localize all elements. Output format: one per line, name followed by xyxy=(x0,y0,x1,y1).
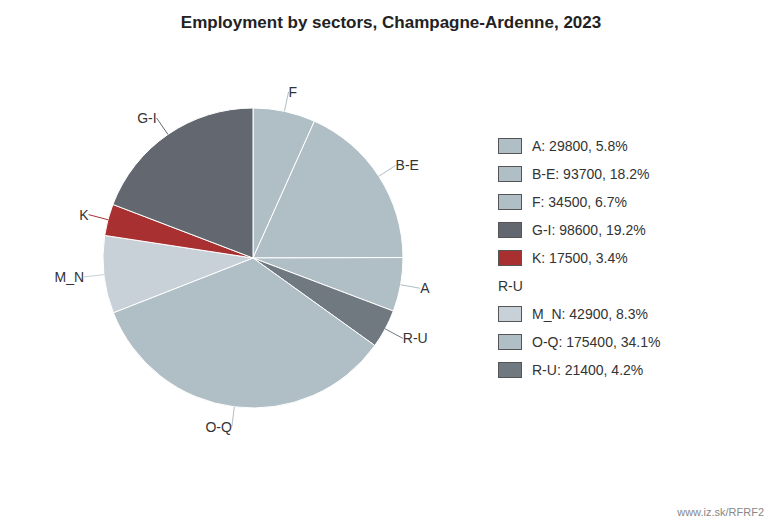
html-text:Employment by sectors, Champag: Employment by sectors, Champagne-Ardenne… xyxy=(180,13,602,32)
svg-text:A: A xyxy=(420,280,430,296)
html-text:www.iz.sk/RFRF2: www.iz.sk/RFRF2 xyxy=(677,506,764,518)
html-text:R-U: R-U xyxy=(498,278,523,294)
html-text:O-Q: 175400, 34.1%: O-Q: 175400, 34.1% xyxy=(532,334,661,350)
svg-text:F: F xyxy=(289,84,298,100)
svg-text:B-E: B-E xyxy=(396,157,419,173)
svg-text:K: K xyxy=(79,207,89,223)
html-text:K: 17500, 3.4%: K: 17500, 3.4% xyxy=(532,250,628,266)
svg-text:O-Q: O-Q xyxy=(205,419,232,435)
svg-text:M_N: M_N xyxy=(54,269,84,285)
html-text:A: 29800, 5.8%: A: 29800, 5.8% xyxy=(532,138,628,154)
html-text:M_N: 42900, 8.3%: M_N: 42900, 8.3% xyxy=(532,306,648,322)
html-text:B-E: 93700, 18.2%: B-E: 93700, 18.2% xyxy=(532,166,650,182)
html-text:F: 34500, 6.7%: F: 34500, 6.7% xyxy=(532,194,627,210)
svg-text:R-U: R-U xyxy=(403,330,428,346)
svg-text:G-I: G-I xyxy=(137,110,156,126)
html-text:G-I: 98600, 19.2%: G-I: 98600, 19.2% xyxy=(532,222,646,238)
html-text:R-U: 21400, 4.2%: R-U: 21400, 4.2% xyxy=(532,362,644,378)
